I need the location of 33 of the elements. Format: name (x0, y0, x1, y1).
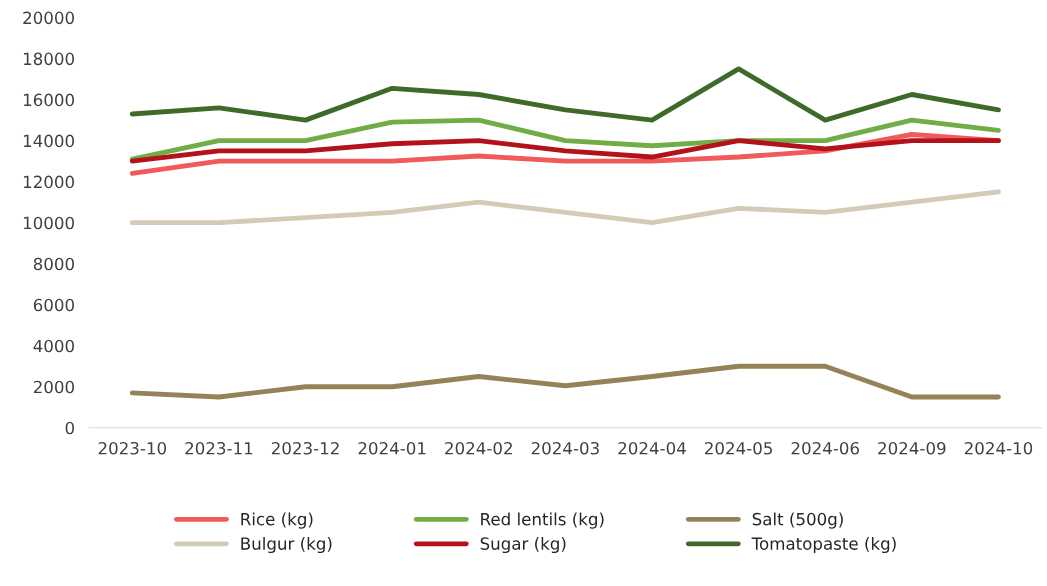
legend-label: Sugar (kg) (480, 536, 566, 554)
y-tick-label: 8000 (33, 257, 74, 271)
y-tick-label: 14000 (23, 134, 74, 148)
x-tick-label: 2023-12 (271, 441, 339, 455)
x-tick-label: 2024-09 (878, 441, 946, 455)
x-tick-label: 2024-06 (791, 441, 859, 455)
legend-label: Red lentils (kg) (481, 512, 604, 529)
line-series (129, 117, 1001, 162)
legend-label: Salt (500g) (752, 512, 843, 529)
y-tick-label: 12000 (23, 175, 74, 189)
line-series (129, 138, 1001, 164)
legend-label: Tomatopaste (kg) (751, 536, 896, 554)
x-tick-label: 2024-01 (358, 441, 426, 455)
x-tick-label: 2024-10 (964, 441, 1033, 455)
x-tick-label: 2024-05 (705, 441, 772, 455)
x-tick-label: 2023-11 (185, 441, 253, 455)
y-tick-label: 2000 (33, 380, 74, 394)
line-series (129, 189, 1001, 226)
y-tick-label: 10000 (23, 216, 74, 230)
x-tick-label: 2024-03 (531, 441, 599, 455)
y-tick-label: 18000 (23, 52, 74, 66)
x-tick-label: 2024-02 (445, 441, 512, 455)
y-tick-label: 16000 (23, 93, 74, 107)
legend-label: Rice (kg) (241, 512, 313, 529)
y-tick-label: 6000 (33, 298, 74, 312)
legend-label: Bulgur (kg) (241, 536, 332, 554)
line-series (129, 66, 1001, 123)
y-tick-label: 20000 (23, 11, 74, 25)
line-series (129, 363, 1001, 400)
y-tick-label: 4000 (33, 339, 74, 353)
y-tick-label: 0 (65, 421, 74, 435)
x-tick-label: 2024-04 (618, 441, 686, 455)
x-tick-label: 2023-10 (98, 441, 167, 455)
